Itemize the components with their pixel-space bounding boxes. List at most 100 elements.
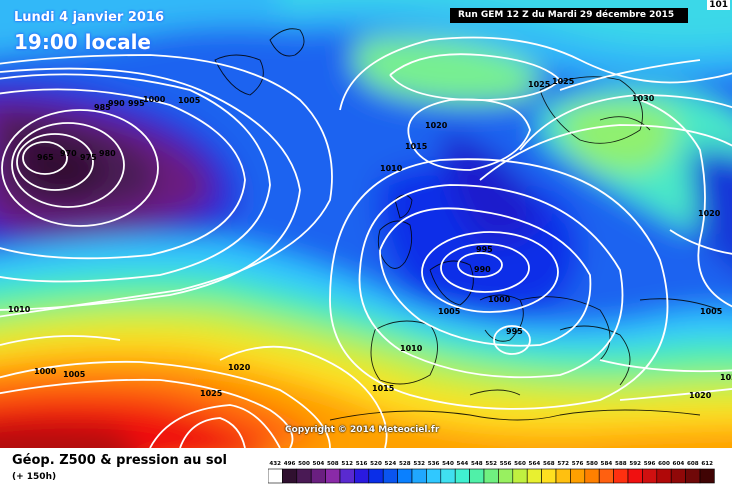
isobar-label: 990 [108, 99, 125, 108]
legend-swatch [411, 468, 427, 484]
legend-swatch [670, 468, 686, 484]
legend-swatch [310, 468, 326, 484]
forecast-date: Lundi 4 janvier 2016 [14, 10, 165, 25]
legend-tick-label: 596 [644, 461, 656, 467]
isobar-label: 980 [99, 149, 116, 158]
legend-tick-label: 576 [572, 461, 584, 467]
legend-tick-label: 552 [485, 461, 497, 467]
isobar-label: 1015 [405, 142, 428, 151]
isobar-label: 965 [37, 153, 54, 162]
legend-tick-label: 560 [514, 461, 526, 467]
legend-tick-label: 528 [399, 461, 411, 467]
legend-tick-label: 600 [658, 461, 670, 467]
legend-tick-label: 580 [586, 461, 598, 467]
legend-swatch [584, 468, 600, 484]
color-scale-legend: 432 496 500 504 508 512 516 520 524 528 532 536 540 5… [268, 461, 715, 484]
legend-tick-label: 592 [629, 461, 641, 467]
legend-swatch [440, 468, 456, 484]
isobar-label: 1020 [698, 209, 721, 218]
legend-tick-label: 504 [313, 461, 325, 467]
legend-swatch [627, 468, 643, 484]
isobar-label: 970 [60, 149, 77, 158]
legend-swatch [282, 468, 298, 484]
isobar-label: 1010 [8, 305, 31, 314]
legend-tick-label: 612 [701, 461, 713, 467]
legend-swatch [699, 468, 715, 484]
isobar-label: 995 [476, 245, 493, 254]
isobar-label: 1025 [528, 80, 551, 89]
isobar-label: 1010 [380, 164, 403, 173]
isobar-label: 1020 [720, 373, 732, 382]
weather-map: 965 970 975 980 985 990 995 1000 1005 10… [0, 0, 732, 448]
copyright-text: Copyright © 2014 Meteociel.fr [285, 425, 440, 435]
legend-swatch [642, 468, 658, 484]
legend-swatch [555, 468, 571, 484]
model-run-label: Run GEM 12 Z du Mardi 29 décembre 2015 [450, 8, 689, 23]
isobar-label: 1005 [700, 307, 723, 316]
legend-swatch [469, 468, 485, 484]
legend-swatch [268, 468, 283, 484]
legend-swatch [526, 468, 542, 484]
legend-tick-label: 524 [385, 461, 397, 467]
isobar-lines [0, 36, 732, 448]
map-title: Géop. Z500 & pression au sol [12, 453, 227, 468]
legend-swatch [685, 468, 701, 484]
legend-tick-label: 512 [341, 461, 353, 467]
legend-tick-label: 556 [500, 461, 512, 467]
legend-swatch [454, 468, 470, 484]
isobar-label: 1015 [372, 384, 395, 393]
isobar-label: 975 [80, 153, 97, 162]
corner-label: 101 [707, 0, 730, 10]
isobar-label: 1005 [438, 307, 461, 316]
isobar-label: 1005 [178, 96, 201, 105]
legend-swatch [426, 468, 442, 484]
legend-tick-label: 588 [615, 461, 627, 467]
legend-swatch [570, 468, 586, 484]
forecast-offset: (+ 150h) [12, 472, 57, 482]
isobar-label: 1010 [400, 344, 423, 353]
geopotential-field [0, 0, 732, 448]
isobar-label: 1000 [143, 95, 166, 104]
isobar-label: 985 [94, 103, 111, 112]
legend-swatch [296, 468, 312, 484]
legend-swatch [498, 468, 514, 484]
isobar-label: 1020 [228, 363, 251, 372]
legend-swatch [512, 468, 528, 484]
isobar-labels: 965 970 975 980 985 990 995 1000 1005 10… [8, 77, 732, 400]
legend-tick-label: 516 [356, 461, 368, 467]
legend-swatch [382, 468, 398, 484]
legend-tick-label: 520 [370, 461, 382, 467]
isobar-label: 990 [474, 265, 491, 274]
isobar-label: 1025 [552, 77, 575, 86]
legend-swatch [483, 468, 499, 484]
legend-tick-label: 540 [442, 461, 454, 467]
isobar-label: 1000 [488, 295, 511, 304]
legend-swatch [354, 468, 370, 484]
legend-tick-label: 500 [298, 461, 310, 467]
legend-tick-label: 536 [428, 461, 440, 467]
isobar-label: 1000 [34, 367, 57, 376]
legend-swatch [339, 468, 355, 484]
legend-swatch [656, 468, 672, 484]
legend-swatch [397, 468, 413, 484]
legend-swatch [541, 468, 557, 484]
legend-tick-label: 608 [687, 461, 699, 467]
isobar-label: 1005 [63, 370, 86, 379]
legend-tick-label: 544 [457, 461, 469, 467]
legend-tick-label: 496 [284, 461, 296, 467]
legend-tick-label: 572 [557, 461, 569, 467]
isobar-label: 1030 [632, 94, 655, 103]
legend-tick-label: 508 [327, 461, 339, 467]
legend-swatch [613, 468, 629, 484]
isobar-label: 1025 [200, 389, 223, 398]
isobar-label: 1020 [689, 391, 712, 400]
legend-swatch [368, 468, 384, 484]
legend-swatch [598, 468, 614, 484]
legend-swatch [325, 468, 341, 484]
legend-tick-label: 568 [543, 461, 555, 467]
legend-tick-label: 564 [529, 461, 541, 467]
legend-tick-label: 548 [471, 461, 483, 467]
legend-tick-label: 604 [673, 461, 685, 467]
isobar-label: 1020 [425, 121, 448, 130]
isobar-label: 995 [506, 327, 523, 336]
